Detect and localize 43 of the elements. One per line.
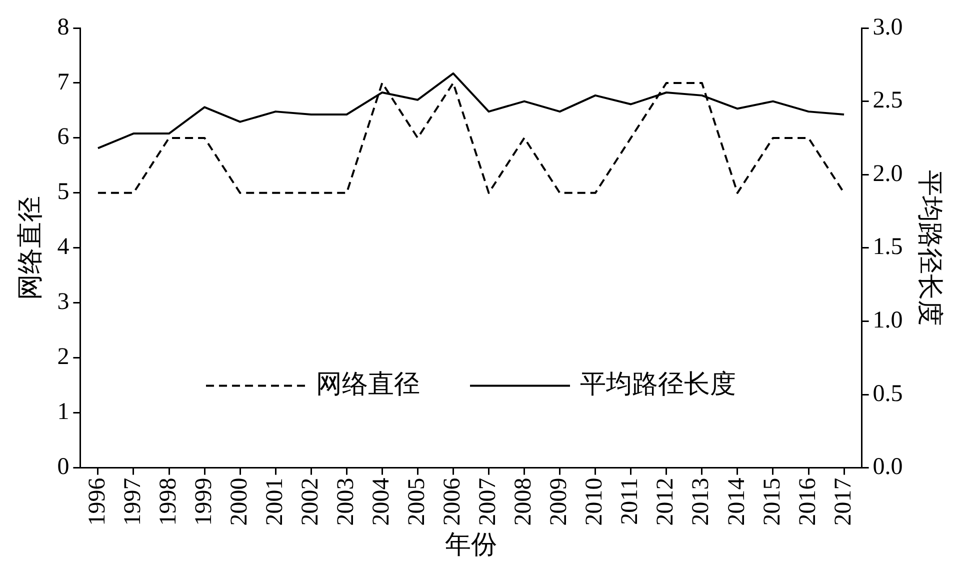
x-tick-label: 2010 xyxy=(582,478,608,526)
y-tick-label: 5 xyxy=(57,179,70,206)
x-tick-label: 1996 xyxy=(84,478,110,526)
x-tick-label: 2009 xyxy=(546,478,572,526)
x-tick-label: 2011 xyxy=(617,478,644,525)
x-tick-label: 2002 xyxy=(297,478,324,526)
y-tick-label: 4 xyxy=(57,234,70,260)
y2-tick-label: 1.0 xyxy=(872,307,903,334)
x-tick-label: 2005 xyxy=(404,478,430,526)
y2-tick-label: 1.5 xyxy=(872,234,903,260)
x-tick-label: 2013 xyxy=(688,478,714,526)
x-tick-label: 2003 xyxy=(332,478,359,526)
legend-label: 网络直径 xyxy=(316,370,420,399)
x-tick-label: 2017 xyxy=(830,478,856,526)
y-tick-label: 2 xyxy=(57,344,70,370)
y2-axis-title: 平均路径长度 xyxy=(916,170,945,326)
x-tick-label: 2012 xyxy=(652,478,679,526)
y-tick-label: 0 xyxy=(57,454,70,480)
x-tick-label: 2004 xyxy=(368,478,394,526)
x-tick-label: 2014 xyxy=(724,478,750,526)
y-tick-label: 1 xyxy=(57,399,70,426)
y-tick-label: 7 xyxy=(57,69,70,96)
y2-tick-label: 2.5 xyxy=(872,88,903,114)
x-tick-label: 2006 xyxy=(440,478,466,526)
y-axis-title: 网络直径 xyxy=(15,196,44,300)
y2-tick-label: 2.0 xyxy=(872,160,903,187)
y-tick-label: 3 xyxy=(57,289,70,316)
y2-tick-label: 0.5 xyxy=(872,380,903,407)
x-tick-label: 2008 xyxy=(510,478,537,526)
y2-tick-label: 0.0 xyxy=(872,454,903,480)
x-tick-label: 2000 xyxy=(226,478,252,526)
y-tick-label: 8 xyxy=(57,14,70,40)
x-tick-label: 2001 xyxy=(262,478,288,526)
legend-label: 平均路径长度 xyxy=(580,370,736,399)
x-tick-label: 2015 xyxy=(759,478,786,526)
x-tick-label: 1998 xyxy=(155,478,182,526)
y-tick-label: 6 xyxy=(57,124,70,150)
x-tick-label: 1997 xyxy=(120,478,146,526)
x-tick-label: 1999 xyxy=(190,478,217,526)
x-tick-label: 2016 xyxy=(794,478,821,526)
x-axis-title: 年份 xyxy=(445,530,497,560)
x-tick-label: 2007 xyxy=(475,478,502,526)
y2-tick-label: 3.0 xyxy=(872,14,903,40)
